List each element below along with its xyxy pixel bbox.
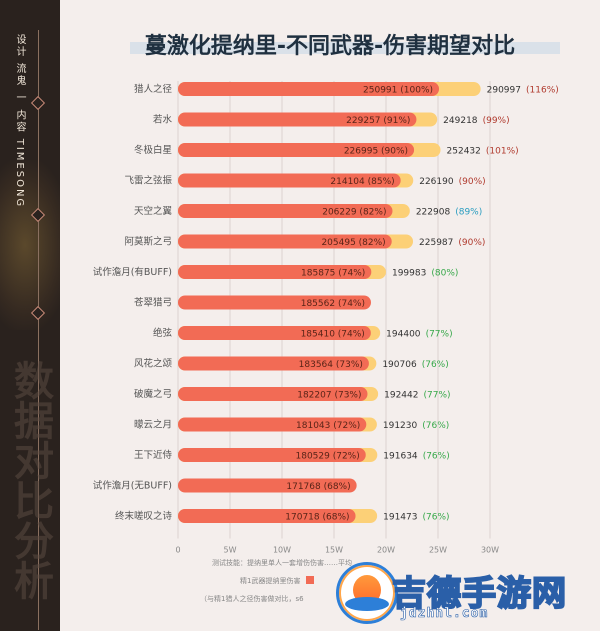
base-bar-label: 185875 (74%) (301, 269, 365, 279)
base-bar (178, 417, 367, 432)
test-note: 测试技能：提纳里单人一套增伤伤害……平均 (212, 559, 352, 567)
base-bar (178, 387, 368, 401)
base-bar (178, 265, 372, 279)
extra-pct-label: (99%) (483, 116, 510, 126)
base-bar (178, 173, 401, 188)
base-bar-label: 250991 (100%) (363, 86, 433, 96)
base-bar-label: 183564 (73%) (299, 360, 363, 370)
base-bar (178, 234, 392, 249)
extra-value-label: 192442 (384, 391, 418, 401)
legend-swatch (306, 576, 314, 584)
extra-value-label: 249218 (443, 116, 478, 126)
x-tick-label: 20W (377, 546, 395, 555)
base-bar-label: 205495 (82%) (321, 238, 385, 248)
base-bar-label: 170718 (68%) (285, 513, 349, 523)
extra-pct-label: (90%) (458, 238, 485, 248)
extra-value-label: 191230 (383, 421, 418, 431)
category-label: 王下近侍 (134, 449, 173, 461)
category-label: 绝弦 (153, 327, 173, 339)
extra-pct-label: (116%) (526, 86, 559, 96)
base-bar (178, 478, 357, 493)
extra-value-label: 194400 (386, 330, 421, 340)
x-tick-label: 10W (273, 546, 291, 555)
base-bar (178, 448, 366, 462)
extra-pct-label: (101%) (486, 147, 519, 157)
title-highlight (130, 42, 560, 54)
sidebar-watermark: 数据对比分析 (7, 360, 53, 600)
extra-pct-label: (77%) (424, 391, 451, 401)
base-bar (178, 295, 371, 310)
base-bar-label: 214104 (85%) (330, 177, 394, 187)
base-bar-label: 226995 (90%) (344, 147, 408, 157)
category-label: 苍翠猎弓 (134, 297, 172, 309)
x-tick-label: 30W (481, 546, 499, 555)
site-logo-icon (336, 562, 398, 624)
extra-value-label: 190706 (382, 360, 417, 370)
category-label: 试作澹月(有BUFF) (93, 266, 172, 278)
extra-value-label: 252432 (447, 147, 481, 157)
base-bar (178, 326, 371, 340)
base-bar-label: 206229 (82%) (322, 208, 386, 218)
category-label: 天空之翼 (134, 205, 173, 217)
sidebar-glow (0, 160, 60, 330)
category-label: 试作澹月(无BUFF) (93, 480, 172, 492)
category-label: 破魔之弓 (134, 388, 172, 400)
extra-value-label: 290997 (487, 86, 521, 96)
category-label: 飞雷之弦振 (124, 175, 172, 187)
x-tick-label: 0 (175, 546, 180, 555)
x-tick-label: 5W (224, 546, 237, 555)
extra-value-label: 222908 (416, 208, 451, 218)
chart-title: 蔓激化提纳里-不同武器-伤害期望对比 (144, 34, 516, 59)
site-brand: 吉德手游网 (391, 573, 567, 615)
legend-label: 精1武器提纳里伤害 (240, 577, 301, 585)
base-bar-label: 185562 (74%) (301, 299, 365, 309)
extra-pct-label: (76%) (423, 513, 450, 523)
base-bar-label: 181043 (72%) (296, 421, 360, 431)
base-bar-label: 185410 (74%) (301, 330, 365, 340)
sidebar-credit-text: 设计 流鬼 一 内容 TIMESONG (14, 34, 25, 209)
extra-value-label: 199983 (392, 269, 426, 279)
extra-pct-label: (90%) (459, 177, 486, 187)
comparison-note: （与精1猎人之径伤害做对比，s6 (200, 595, 304, 603)
category-label: 猎人之径 (134, 83, 173, 95)
category-label: 冬极白星 (134, 144, 172, 156)
category-label: 若水 (153, 114, 173, 126)
base-bar (178, 356, 369, 371)
extra-pct-label: (89%) (455, 208, 482, 218)
site-url: jdzhnl.com (400, 606, 489, 622)
extra-value-label: 226190 (419, 177, 454, 187)
extra-value-label: 225987 (419, 238, 453, 248)
extra-value-label: 191634 (383, 452, 418, 462)
base-bar (178, 143, 415, 157)
category-label: 终末嗟叹之诗 (115, 510, 173, 522)
base-bar (178, 204, 393, 218)
category-label: 阿莫斯之弓 (124, 236, 172, 248)
x-tick-label: 25W (429, 546, 447, 555)
chart-panel (60, 0, 600, 631)
extra-pct-label: (76%) (422, 360, 449, 370)
base-bar (178, 509, 356, 523)
extra-pct-label: (76%) (422, 421, 449, 431)
x-tick-label: 15W (325, 546, 343, 555)
base-bar-label: 182207 (73%) (297, 391, 361, 401)
category-label: 风花之颂 (134, 358, 173, 370)
base-bar (178, 82, 440, 96)
base-bar-label: 171768 (68%) (286, 482, 350, 492)
sidebar: 设计 流鬼 一 内容 TIMESONG 数据对比分析 (0, 0, 60, 631)
extra-pct-label: (77%) (426, 330, 453, 340)
base-bar-label: 229257 (91%) (346, 116, 410, 126)
extra-pct-label: (80%) (431, 269, 458, 279)
extra-pct-label: (76%) (423, 452, 450, 462)
base-bar (178, 112, 417, 127)
sidebar-divider-line (38, 30, 39, 630)
base-bar-label: 180529 (72%) (296, 452, 360, 462)
extra-value-label: 191473 (383, 513, 417, 523)
category-label: 曚云之月 (134, 419, 172, 431)
